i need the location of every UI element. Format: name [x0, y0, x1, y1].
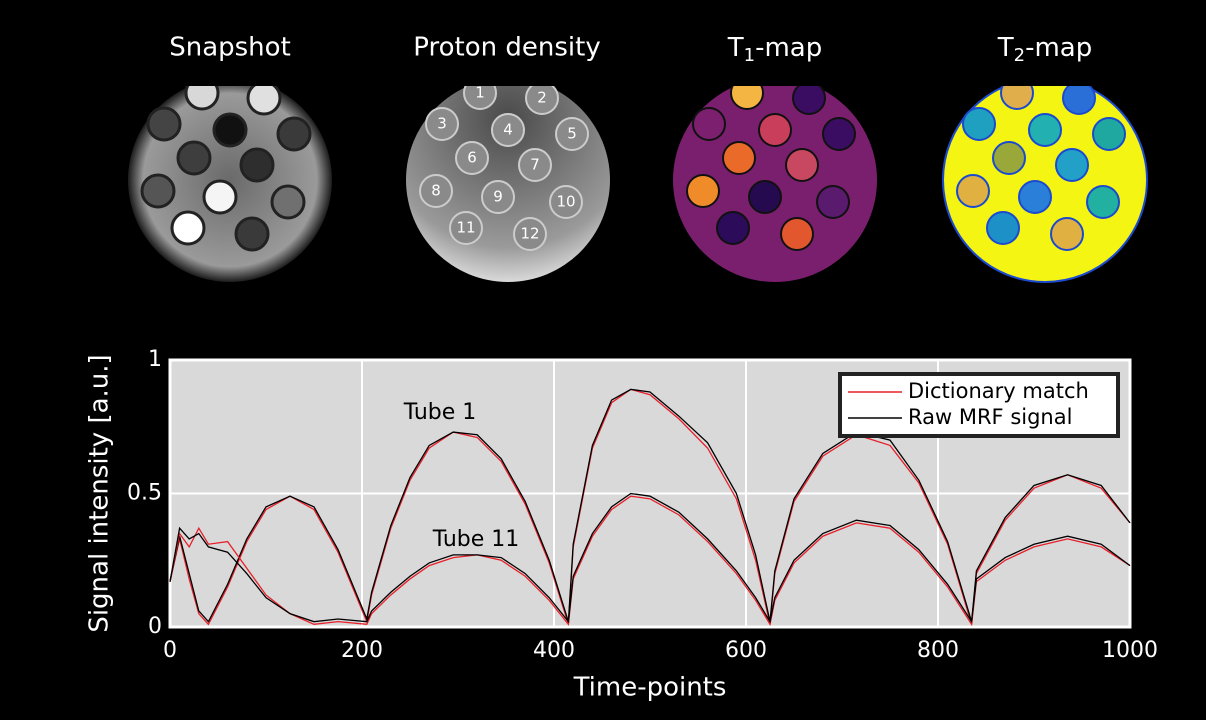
- tube: [993, 142, 1025, 174]
- tube-number: 12: [520, 225, 539, 243]
- tube: [786, 149, 818, 181]
- tube: [272, 186, 304, 218]
- tube-number: 5: [567, 125, 577, 143]
- annotation: Tube 11: [432, 527, 520, 552]
- tube: [957, 175, 989, 207]
- x-tick-label: 400: [533, 638, 575, 663]
- tube-number: 3: [437, 115, 447, 133]
- tube: [278, 118, 310, 150]
- tube: [236, 218, 268, 250]
- phantom: [128, 77, 332, 282]
- tube: [1087, 186, 1119, 218]
- tube: [693, 108, 725, 140]
- phantom: [943, 77, 1147, 282]
- tube-number: 6: [467, 149, 477, 167]
- panel-title: Proton density: [413, 33, 600, 63]
- tube-number: 9: [493, 188, 503, 206]
- tube: [687, 175, 719, 207]
- y-tick-label: 1: [148, 347, 162, 372]
- tube: [823, 118, 855, 150]
- tube: [142, 175, 174, 207]
- tube: [241, 149, 273, 181]
- panel-title: T1-map: [727, 33, 823, 67]
- title-part: T: [997, 33, 1014, 63]
- tube-number: 11: [456, 219, 475, 237]
- figure: Snapshot Proton density T1-map T2-map 12…: [0, 0, 1206, 720]
- tube: [172, 212, 204, 244]
- title-sub: 1: [744, 45, 755, 66]
- tube: [723, 142, 755, 174]
- tube: [781, 218, 813, 250]
- tube-number: 4: [503, 121, 513, 139]
- tube: [749, 181, 781, 213]
- tube-number: 2: [537, 89, 547, 107]
- x-tick-label: 200: [341, 638, 383, 663]
- tube: [1019, 181, 1051, 213]
- tube: [1056, 149, 1088, 181]
- x-axis-label: Time-points: [573, 673, 727, 703]
- panel-title: T2-map: [997, 33, 1093, 67]
- tube: [1051, 218, 1083, 250]
- tube: [1029, 114, 1061, 146]
- tube: [759, 114, 791, 146]
- title-part: T: [727, 33, 744, 63]
- tube: [248, 82, 280, 114]
- tube: [214, 114, 246, 146]
- tube: [204, 181, 236, 213]
- x-tick-label: 1000: [1102, 638, 1158, 663]
- tube: [963, 108, 995, 140]
- x-tick-label: 800: [917, 638, 959, 663]
- phantom: [673, 77, 877, 282]
- title-part: -map: [755, 33, 822, 63]
- page: Snapshot Proton density T1-map T2-map 12…: [0, 0, 1206, 720]
- x-tick-label: 600: [725, 638, 767, 663]
- x-tick-label: 0: [163, 638, 177, 663]
- tube: [1093, 118, 1125, 150]
- tube-number: 10: [556, 193, 575, 211]
- tube-number: 1: [475, 84, 485, 102]
- tube: [148, 108, 180, 140]
- tube: [717, 212, 749, 244]
- y-tick-label: 0: [148, 614, 162, 639]
- title-part: -map: [1025, 33, 1092, 63]
- tube: [1063, 82, 1095, 114]
- phantom: [406, 77, 610, 282]
- legend-label: Raw MRF signal: [908, 405, 1072, 429]
- panel-title: Snapshot: [169, 33, 291, 63]
- tube-number: 7: [530, 156, 540, 174]
- tube: [987, 212, 1019, 244]
- tube: [178, 142, 210, 174]
- y-tick-label: 0.5: [127, 481, 162, 506]
- y-axis-label: Signal intensity [a.u.]: [85, 354, 115, 632]
- title-sub: 2: [1014, 45, 1025, 66]
- annotation: Tube 1: [403, 400, 477, 425]
- legend-label: Dictionary match: [908, 379, 1089, 403]
- tube-number: 8: [431, 182, 441, 200]
- tube: [817, 186, 849, 218]
- tube: [793, 82, 825, 114]
